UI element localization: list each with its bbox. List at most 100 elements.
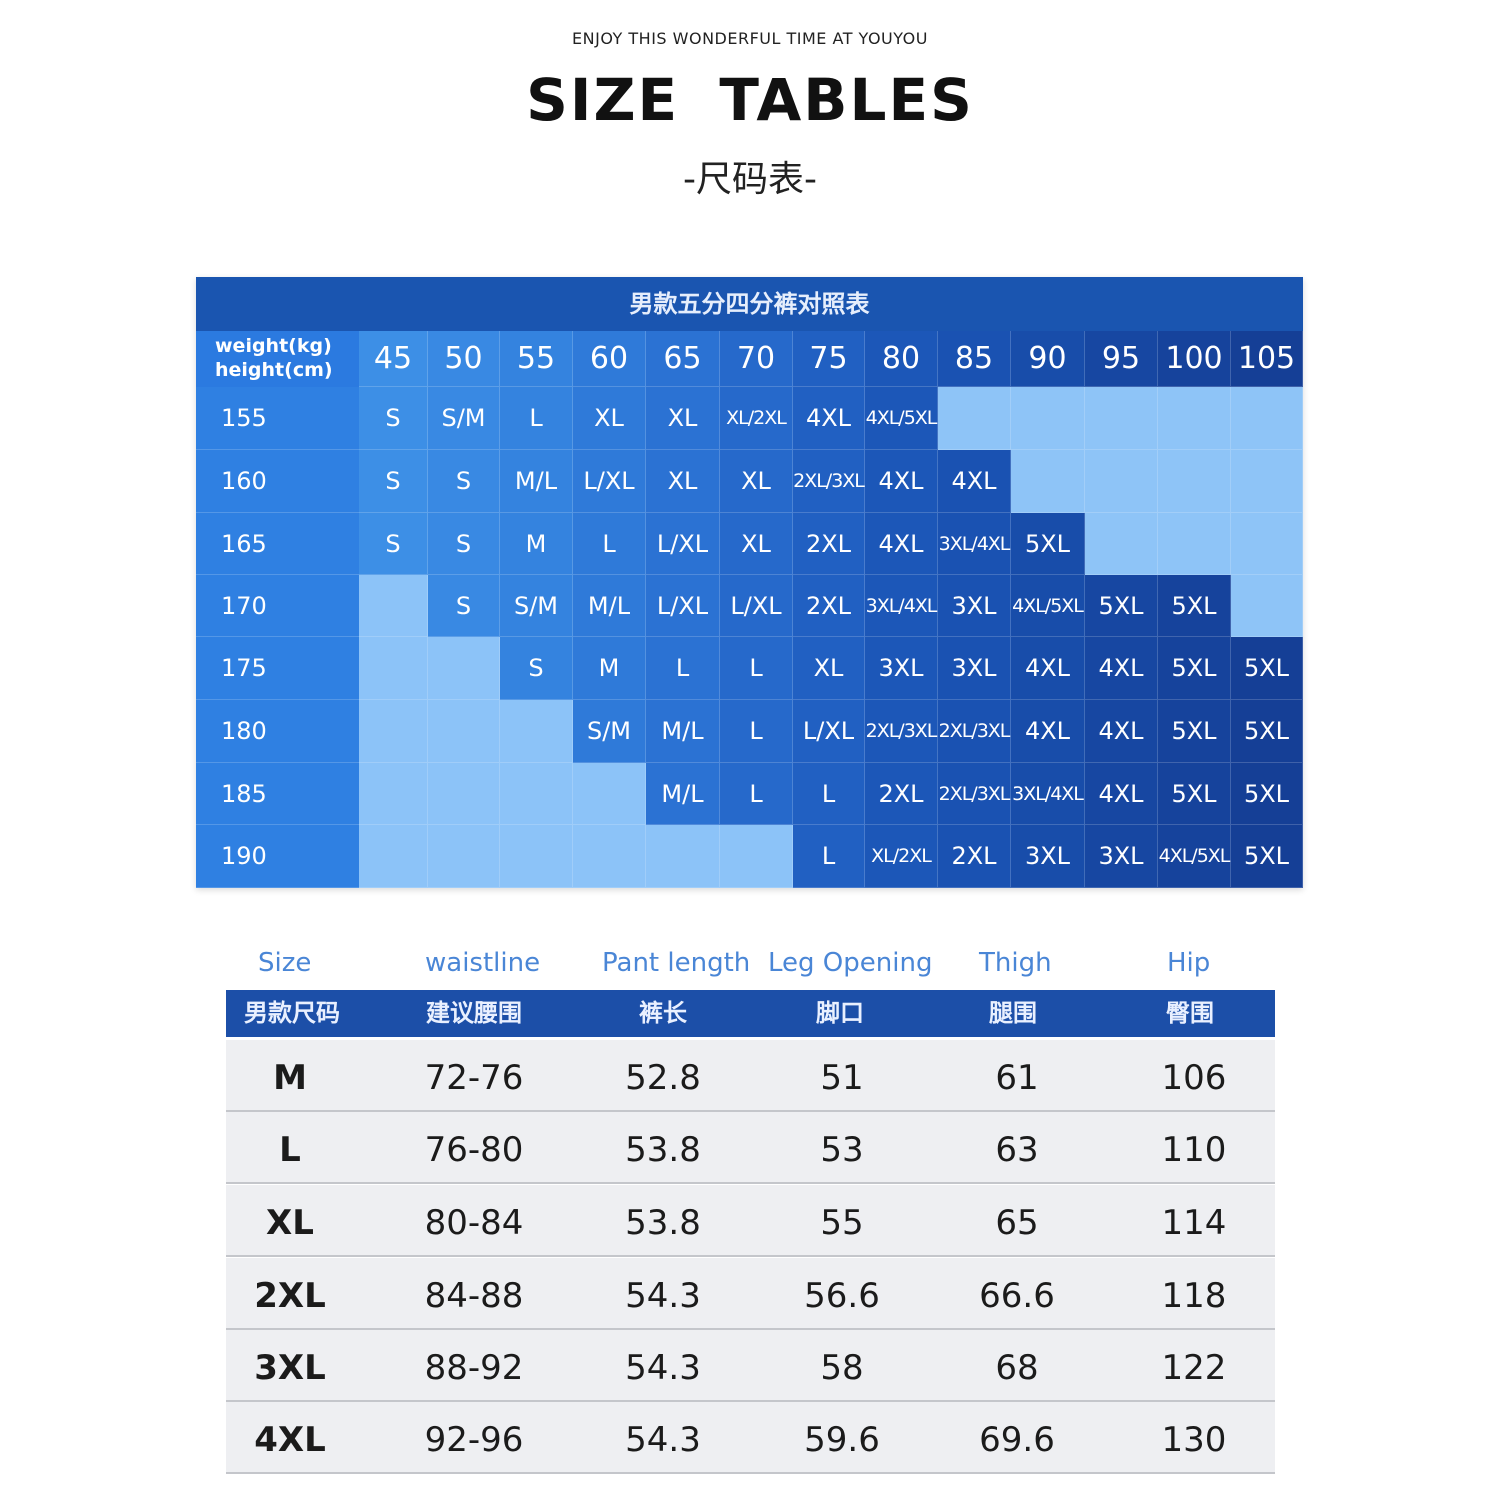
measurement-cell: 52.8 bbox=[625, 1058, 701, 1098]
size-grid-cell: 2XL bbox=[865, 763, 938, 825]
size-grid-cell: 3XL bbox=[865, 637, 938, 700]
weight-column-header: 90 bbox=[1011, 331, 1085, 387]
size-grid-cell: S bbox=[428, 513, 500, 575]
measurement-cell: 88-92 bbox=[424, 1348, 524, 1388]
measurement-cell: 53.8 bbox=[625, 1203, 701, 1243]
size-grid-cell: XL/2XL bbox=[865, 825, 938, 888]
measurement-cell: 69.6 bbox=[979, 1420, 1055, 1460]
size-grid-cell: M/L bbox=[500, 450, 573, 513]
size-grid-empty-cell bbox=[646, 825, 720, 888]
size-grid-cell: 5XL bbox=[1085, 575, 1158, 637]
column-header-cn: 建议腰围 bbox=[426, 999, 522, 1027]
measurement-cell: 61 bbox=[995, 1058, 1039, 1098]
size-grid-empty-cell bbox=[573, 763, 646, 825]
measurement-cell: 51 bbox=[820, 1058, 864, 1098]
measurement-cell: 130 bbox=[1161, 1420, 1227, 1460]
size-grid-chart: 男款五分四分裤对照表 weight(kg) height(cm) 45 50 55 6… bbox=[196, 277, 1303, 888]
weight-column-header: 80 bbox=[865, 331, 938, 387]
size-grid-cell: M bbox=[573, 637, 646, 700]
measurement-cell: 65 bbox=[995, 1203, 1039, 1243]
measurement-cell: 110 bbox=[1161, 1130, 1227, 1170]
measurement-cell: 122 bbox=[1161, 1348, 1227, 1388]
size-grid-cell: 3XL/4XL bbox=[938, 513, 1011, 575]
size-grid-empty-cell bbox=[359, 763, 428, 825]
size-grid-cell: L/XL bbox=[646, 513, 720, 575]
size-grid-empty-cell bbox=[428, 700, 500, 763]
size-grid-cell: 5XL bbox=[1231, 763, 1303, 825]
weight-column-header: 95 bbox=[1085, 331, 1158, 387]
size-grid-cell: L/XL bbox=[646, 575, 720, 637]
measurement-cell: 92-96 bbox=[424, 1420, 524, 1460]
size-grid-empty-cell bbox=[1085, 387, 1158, 450]
measurement-cell: 58 bbox=[820, 1348, 864, 1388]
table-row: 2XL 84-88 54.3 56.6 66.6 118 bbox=[226, 1258, 1275, 1330]
measurement-cell: 76-80 bbox=[424, 1130, 524, 1170]
size-grid-empty-cell bbox=[1158, 513, 1231, 575]
size-grid-empty-cell bbox=[359, 700, 428, 763]
size-grid-empty-cell bbox=[1231, 450, 1303, 513]
size-grid-corner-label: weight(kg) height(cm) bbox=[196, 331, 359, 387]
size-grid-cell: S/M bbox=[500, 575, 573, 637]
height-row-label: 180 bbox=[196, 700, 359, 763]
size-grid-cell: 4XL bbox=[865, 513, 938, 575]
weight-column-header: 45 bbox=[359, 331, 428, 387]
size-grid-cell: L/XL bbox=[720, 575, 793, 637]
measurement-cell: 59.6 bbox=[804, 1420, 880, 1460]
size-grid-cell: 5XL bbox=[1231, 637, 1303, 700]
page-subtitle: -尺码表- bbox=[683, 159, 817, 200]
size-grid-empty-cell bbox=[500, 763, 573, 825]
size-grid-cell: 3XL/4XL bbox=[865, 575, 938, 637]
size-grid-cell: M/L bbox=[646, 763, 720, 825]
table-row: 3XL 88-92 54.3 58 68 122 bbox=[226, 1330, 1275, 1402]
column-header-cn: 臀围 bbox=[1166, 999, 1214, 1027]
weight-column-header: 50 bbox=[428, 331, 500, 387]
column-header-cn: 脚口 bbox=[816, 999, 864, 1027]
measurement-cell: 53 bbox=[820, 1130, 864, 1170]
measurement-cell: 84-88 bbox=[424, 1276, 524, 1316]
size-grid-empty-cell bbox=[1231, 513, 1303, 575]
size-grid-cell: 4XL bbox=[1085, 763, 1158, 825]
measurement-table-header: 男款尺码 建议腰围 裤长 脚口 腿围 臀围 bbox=[226, 990, 1275, 1037]
size-grid-empty-cell bbox=[359, 575, 428, 637]
column-header-en: Leg Opening bbox=[768, 948, 933, 978]
height-row-label: 190 bbox=[196, 825, 359, 888]
size-grid-cell: S bbox=[428, 450, 500, 513]
measurement-cell: 56.6 bbox=[804, 1276, 880, 1316]
size-grid-cell: XL bbox=[646, 450, 720, 513]
size-grid-cell: 4XL/5XL bbox=[1158, 825, 1231, 888]
size-grid-cell: M/L bbox=[646, 700, 720, 763]
size-grid-empty-cell bbox=[1011, 387, 1085, 450]
size-grid-empty-cell bbox=[428, 825, 500, 888]
table-row: 4XL 92-96 54.3 59.6 69.6 130 bbox=[226, 1402, 1275, 1474]
height-row-label: 170 bbox=[196, 575, 359, 637]
size-grid-cell: L/XL bbox=[573, 450, 646, 513]
size-grid-cell: S bbox=[500, 637, 573, 700]
size-grid-title: 男款五分四分裤对照表 bbox=[196, 277, 1303, 331]
weight-column-header: 60 bbox=[573, 331, 646, 387]
size-grid-cell: 2XL/3XL bbox=[938, 763, 1011, 825]
measurement-cell: 54.3 bbox=[625, 1276, 701, 1316]
size-grid-cell: 4XL bbox=[1011, 700, 1085, 763]
measurement-cell: 68 bbox=[995, 1348, 1039, 1388]
size-grid-cell: 3XL bbox=[938, 575, 1011, 637]
size-grid-cell: L bbox=[720, 763, 793, 825]
size-grid-empty-cell bbox=[359, 637, 428, 700]
size-grid-cell: 4XL bbox=[865, 450, 938, 513]
size-cell: L bbox=[279, 1130, 301, 1170]
column-header-en: Size bbox=[258, 948, 312, 978]
size-grid-cell: M/L bbox=[573, 575, 646, 637]
height-row-label: 175 bbox=[196, 637, 359, 700]
weight-column-header: 70 bbox=[720, 331, 793, 387]
size-grid-cell: XL bbox=[573, 387, 646, 450]
measurement-cell: 114 bbox=[1161, 1203, 1227, 1243]
size-cell: 4XL bbox=[254, 1420, 326, 1460]
size-grid-empty-cell bbox=[1231, 387, 1303, 450]
size-grid-cell: L bbox=[793, 825, 865, 888]
size-grid-empty-cell bbox=[500, 700, 573, 763]
size-cell: M bbox=[273, 1058, 307, 1098]
size-cell: 3XL bbox=[254, 1348, 326, 1388]
size-grid-empty-cell bbox=[938, 387, 1011, 450]
size-grid-cell: L bbox=[500, 387, 573, 450]
size-grid-cell: L bbox=[646, 637, 720, 700]
size-grid-cell: 4XL/5XL bbox=[1011, 575, 1085, 637]
